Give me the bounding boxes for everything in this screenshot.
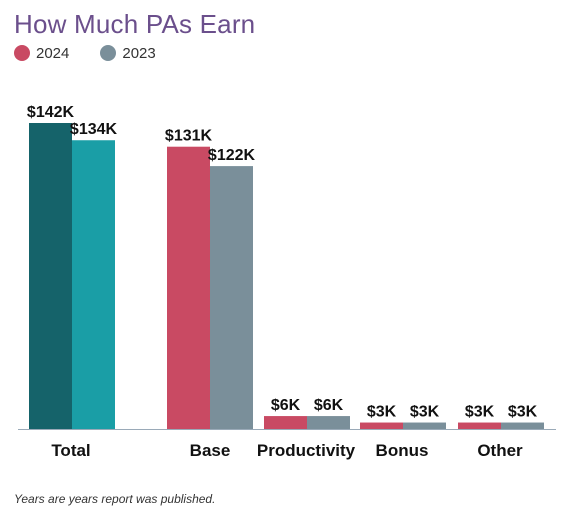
bar-other-2024 [458, 422, 501, 429]
footnote: Years are years report was published. [14, 492, 216, 506]
bar-bonus-2024 [360, 422, 403, 429]
bar-bonus-2023 [403, 422, 446, 429]
legend-swatch-2024 [14, 45, 30, 61]
bar-base-2024 [167, 146, 210, 429]
data-label-other-2024: $3K [465, 404, 495, 421]
legend-item-2023: 2023 [100, 44, 156, 62]
category-label-productivity: Productivity [257, 441, 356, 460]
category-label-bonus: Bonus [376, 441, 429, 460]
legend-label-2023: 2023 [122, 44, 156, 62]
data-label-total-2023: $134K [70, 121, 118, 138]
data-label-productivity-2023: $6K [314, 397, 344, 414]
data-label-productivity-2024: $6K [271, 397, 301, 414]
bar-other-2023 [501, 422, 544, 429]
legend-item-2024: 2024 [14, 45, 69, 62]
bar-total-2024 [29, 123, 72, 429]
bar-productivity-2024 [264, 416, 307, 429]
legend-swatch-2023 [100, 45, 117, 61]
bar-base-2023 [210, 166, 253, 430]
data-label-base-2023: $122K [208, 147, 256, 164]
category-label-total: Total [51, 441, 90, 460]
bar-productivity-2023 [307, 416, 350, 429]
legend-label-2024: 2024 [36, 44, 70, 62]
data-label-other-2023: $3K [508, 404, 538, 421]
data-label-base-2024: $131K [165, 128, 213, 145]
data-label-bonus-2024: $3K [367, 404, 397, 421]
bar-total-2023 [72, 140, 115, 429]
chart-title: How Much PAs Earn [14, 9, 256, 39]
category-label-other: Other [477, 441, 523, 460]
data-label-bonus-2023: $3K [410, 404, 440, 421]
data-label-total-2024: $142K [27, 104, 75, 121]
legend: 2024 2023 [14, 43, 187, 63]
category-label-base: Base [190, 441, 231, 460]
